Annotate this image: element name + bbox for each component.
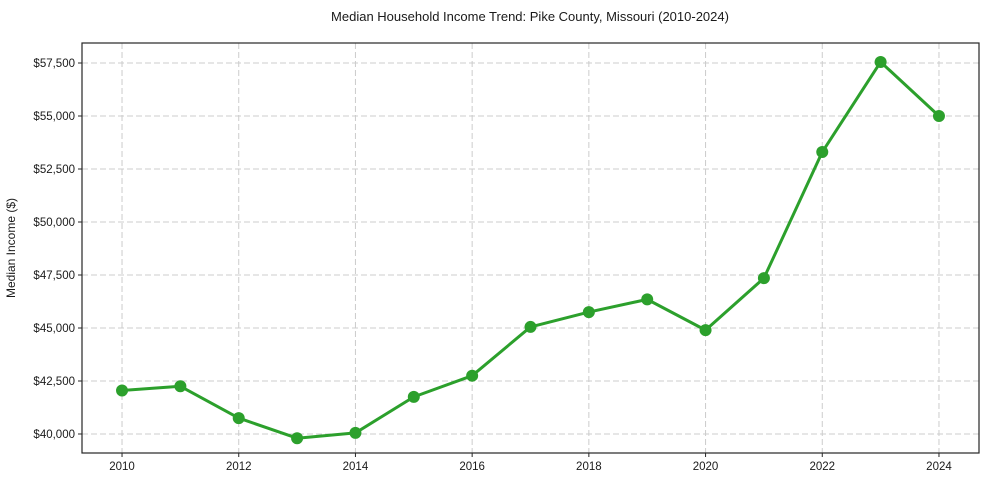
y-axis-label: Median Income ($) [4, 198, 18, 298]
plot-frame [81, 42, 980, 454]
data-point-2010 [116, 384, 129, 397]
x-tick-label: 2018 [576, 461, 602, 473]
data-point-2022 [816, 146, 829, 159]
x-tick-label: 2024 [926, 461, 952, 473]
x-tick-label: 2014 [343, 461, 369, 473]
y-tick-label: $55,000 [33, 111, 75, 123]
data-point-2023 [874, 55, 887, 68]
y-tick-label: $47,500 [33, 270, 75, 282]
data-point-2019 [641, 293, 654, 306]
data-point-2018 [582, 306, 595, 319]
chart-title: Median Household Income Trend: Pike Coun… [331, 9, 729, 24]
data-point-2021 [757, 272, 770, 285]
data-point-2024 [932, 110, 945, 123]
y-tick-label: $52,500 [33, 164, 75, 176]
data-point-2020 [699, 324, 712, 337]
y-tick-label: $57,500 [33, 58, 75, 70]
data-point-2017 [524, 320, 537, 333]
y-tick-label: $50,000 [33, 217, 75, 229]
plot-area: $40,000 $42,500 $45,000 $47,500 $50,000 $52,5… [33, 42, 980, 473]
x-tick-label: 2010 [109, 461, 135, 473]
y-tick-label: $42,500 [33, 376, 75, 388]
y-tick-label: $45,000 [33, 323, 75, 335]
data-point-2013 [291, 432, 304, 445]
x-tick-label: 2020 [693, 461, 719, 473]
income-trend-line [120, 60, 941, 440]
data-point-2015 [407, 390, 420, 403]
data-point-2012 [232, 412, 245, 425]
x-tick-label: 2022 [809, 461, 835, 473]
data-point-2011 [174, 380, 187, 393]
data-point-2016 [466, 369, 479, 382]
y-tick-label: $40,000 [33, 429, 75, 441]
data-point-2014 [349, 426, 362, 439]
x-tick-label: 2012 [226, 461, 252, 473]
x-tick-label: 2016 [459, 461, 485, 473]
